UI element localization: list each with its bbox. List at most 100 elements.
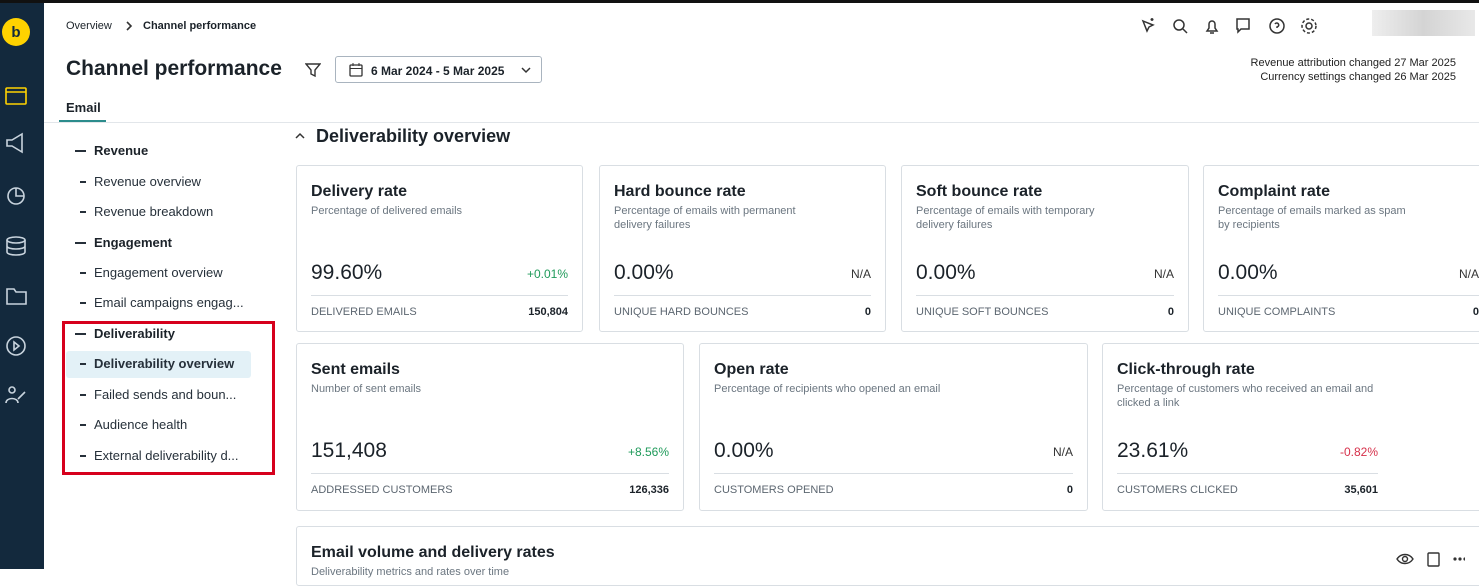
svg-text:b: b [11,24,20,41]
nav-item[interactable]: Email campaigns engag... [94,295,244,310]
nav-item-dash [80,181,86,183]
tab[interactable]: Email [66,100,101,115]
card-divider [311,473,669,474]
nav-item[interactable]: Revenue overview [94,174,201,189]
card-value: 23.61% [1117,439,1189,462]
sidebar: b [0,3,44,569]
card-description: Percentage of emails with permanent deli… [614,205,796,231]
user-avatar-blurred[interactable] [1372,10,1475,36]
card-title: Hard bounce rate [614,183,746,200]
highlight-box [62,321,275,475]
top-bar [0,0,1479,3]
toolbar-icons[interactable] [1138,15,1323,37]
nav-item[interactable]: Revenue breakdown [94,204,214,219]
section-title: Deliverability overview [316,126,511,146]
card-divider [714,473,1073,474]
card-value: 151,408 [311,439,387,462]
nav-item-dash [80,455,86,457]
date-range: 6 Mar 2024 - 5 Mar 2025 [371,64,505,78]
breadcrumb-current: Channel performance [143,20,257,32]
card-divider [1218,295,1479,296]
collapse-caret[interactable] [294,131,306,141]
note: Currency settings changed 26 Mar 2025 [1260,71,1456,83]
card-footer-label: CUSTOMERS OPENED [714,484,834,496]
metric-card: Open rate Percentage of recipients who op… [699,343,1088,511]
panel-actions[interactable] [1395,551,1465,567]
card-footer-value: 126,336 [629,484,669,496]
card-description: Percentage of delivered emails [311,205,463,217]
card-description: Percentage of emails with temporary deli… [916,205,1095,231]
card-divider [614,295,871,296]
calendar-icon [349,63,363,77]
card-title: Open rate [714,361,789,378]
chart-panel: Email volume and delivery rates Delivera… [296,526,1479,586]
nav-item[interactable]: External deliverability d... [94,448,239,463]
card-title: Complaint rate [1218,183,1331,200]
breadcrumb-link[interactable]: Overview [66,20,112,32]
nav-group-dash [75,150,86,152]
card-value: 0.00% [916,261,976,284]
card-title: Delivery rate [311,183,408,200]
nav-group[interactable]: Deliverability [94,326,175,341]
nav-item-dash [80,424,86,426]
filter-icon[interactable] [305,62,321,78]
card-footer-label: ADDRESSED CUSTOMERS [311,484,453,496]
card-change: +0.01% [526,267,568,281]
card-value: 0.00% [1218,261,1278,284]
nav-item[interactable]: Failed sends and boun... [94,387,237,402]
nav-group[interactable]: Revenue [94,143,149,158]
nav-item-dash [80,394,86,396]
card-divider [916,295,1174,296]
nav-group-dash [75,242,86,244]
page-title: Channel performance [66,57,282,80]
card-footer-label: UNIQUE HARD BOUNCES [614,306,749,318]
card-footer-label: DELIVERED EMAILS [311,306,417,318]
panel-subtitle: Deliverability metrics and rates over ti… [311,566,510,578]
nav-item-dash [80,211,86,213]
nav-item[interactable]: Deliverability overview [94,356,235,371]
card-title: Click-through rate [1117,361,1255,378]
card-change: N/A [1052,445,1073,459]
nav-item-dash [80,363,86,365]
note: Revenue attribution changed 27 Mar 2025 [1250,57,1456,69]
metric-card: Delivery rate Percentage of delivered ema… [296,165,583,332]
metric-card: Soft bounce rate Percentage of emails wit… [901,165,1189,332]
card-footer-label: UNIQUE COMPLAINTS [1218,306,1336,318]
card-footer-value: 0 [1472,306,1479,318]
card-description: Percentage of emails marked as spam by r… [1218,205,1406,231]
card-title: Sent emails [311,361,400,378]
card-footer-value: 0 [864,306,871,318]
nav-item[interactable]: Audience health [94,417,188,432]
nav-item-dash [80,272,86,274]
nav-item[interactable]: Engagement overview [94,265,223,280]
card-divider [311,295,568,296]
nav-group[interactable]: Engagement [94,235,173,250]
card-value: 0.00% [614,261,674,284]
card-change: +8.56% [627,445,669,459]
card-description: Percentage of customers who received an … [1117,383,1374,409]
metric-card: Sent emails Number of sent emails 151,408 +… [296,343,684,511]
card-change: N/A [850,267,871,281]
divider [44,122,1479,123]
card-footer-value: 35,601 [1344,484,1378,496]
card-footer-label: UNIQUE SOFT BOUNCES [916,306,1049,318]
card-footer-value: 0 [1167,306,1174,318]
card-footer-label: CUSTOMERS CLICKED [1117,484,1238,496]
card-description: Percentage of recipients who opened an e… [714,383,941,395]
tab-indicator [59,120,106,122]
card-title: Soft bounce rate [916,183,1043,200]
sidebar-icons: b [2,18,30,404]
card-footer-value: 150,804 [528,306,568,318]
card-change: N/A [1153,267,1174,281]
nav-active-bg [66,351,251,378]
card-divider [1117,473,1378,474]
metric-card: Complaint rate Percentage of emails marke… [1203,165,1479,332]
card-value: 99.60% [311,261,383,284]
nav-group-dash [75,333,86,335]
card-change: N/A [1458,267,1479,281]
nav-item-dash [80,302,86,304]
chevron-down [521,67,531,74]
card-footer-value: 0 [1066,484,1073,496]
date-picker[interactable]: 6 Mar 2024 - 5 Mar 2025 [335,56,542,83]
